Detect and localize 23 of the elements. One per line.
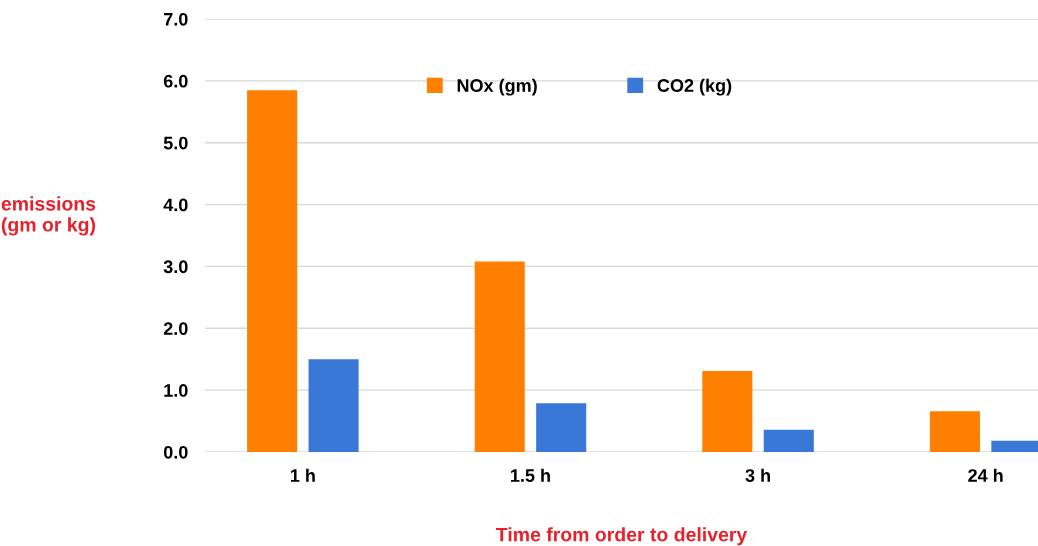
y-tick-label: 7.0: [164, 12, 188, 26]
bar: [536, 403, 587, 452]
bar: [763, 429, 814, 452]
x-tick-label: 1.5 h: [511, 468, 550, 482]
y-tick-label: 2.0: [163, 322, 188, 336]
bar: [474, 261, 525, 452]
legend-label: CO2 (kg): [657, 78, 732, 96]
y-axis-title: emissions (gm or kg): [1, 196, 96, 236]
y-tick-label: 4.0: [163, 198, 188, 212]
y-tick-label: 6.0: [163, 74, 188, 88]
x-tick-label: 24 h: [968, 468, 1003, 482]
bar: [247, 90, 298, 452]
bar: [702, 370, 753, 452]
x-tick-label: 3 h: [745, 468, 770, 482]
x-tick-label: 1 h: [290, 468, 315, 482]
y-tick-label: 0.0: [163, 445, 188, 459]
x-axis-title: Time from order to delivery: [496, 527, 748, 546]
y-tick-label: 3.0: [163, 260, 188, 274]
legend-label: NOx (gm): [457, 78, 537, 96]
y-tick-label: 1.0: [164, 384, 188, 397]
bar: [308, 359, 359, 452]
y-tick-label: 5.0: [163, 136, 188, 150]
bar: [929, 411, 980, 452]
